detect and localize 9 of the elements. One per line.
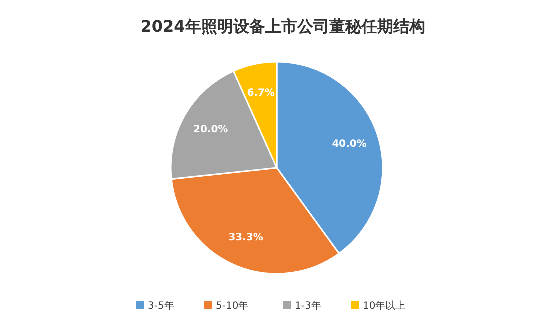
legend-label: 3-5年 (148, 300, 174, 312)
data-label: 33.3% (228, 232, 264, 244)
data-label: 6.7% (247, 88, 275, 99)
legend-label: 10年以上 (363, 300, 406, 312)
chart-title: 2024年照明设备上市公司董秘任期结构 (140, 17, 426, 36)
legend-label: 5-10年 (216, 300, 249, 312)
data-label: 40.0% (332, 138, 367, 150)
data-label: 20.0% (193, 124, 228, 136)
legend-label: 1-3年 (295, 300, 322, 312)
